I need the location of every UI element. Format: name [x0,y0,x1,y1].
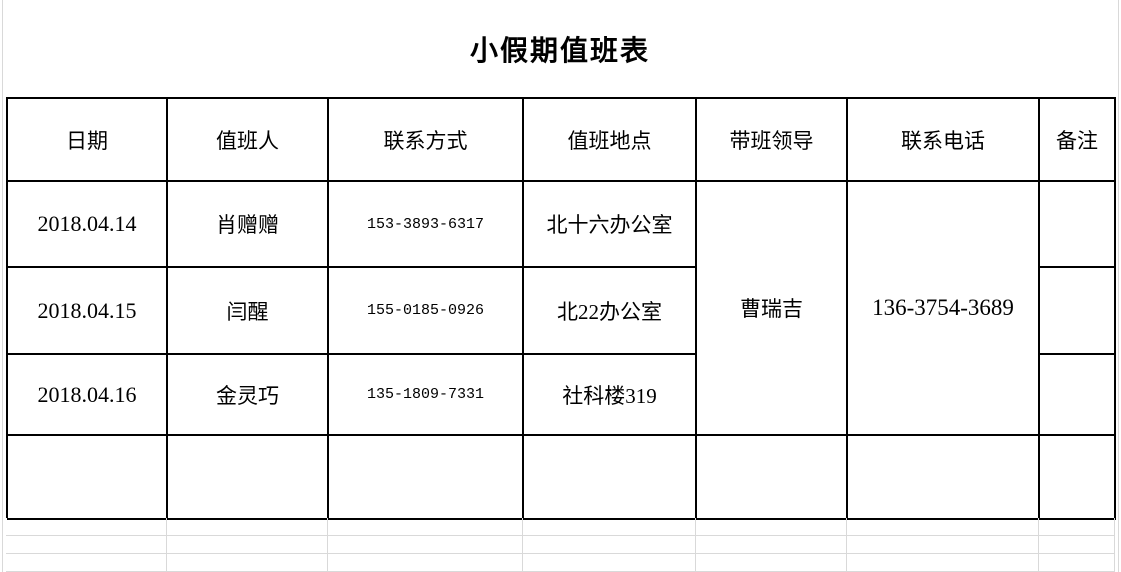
header-leader[interactable]: 带班领导 [695,97,848,182]
cell-contact[interactable] [327,434,524,520]
cell-remark[interactable] [1038,434,1116,520]
header-row: 日期 值班人 联系方式 值班地点 带班领导 联系电话 备注 [6,97,1116,182]
ghost-cell[interactable] [6,535,167,554]
cell-date[interactable]: 2018.04.16 [6,353,168,436]
ghost-cell[interactable] [695,535,847,554]
page-gridline-right [1118,0,1119,572]
ghost-cell[interactable] [846,535,1039,554]
cell-contact[interactable]: 153-3893-6317 [327,180,524,268]
ghost-cell[interactable] [522,535,696,554]
ghost-cell[interactable] [1038,518,1115,536]
ghost-cell[interactable] [1038,553,1115,572]
ghost-cell[interactable] [166,553,328,572]
cell-location[interactable] [522,434,697,520]
cell-location[interactable]: 社科楼319 [522,353,697,436]
cell-contact[interactable]: 155-0185-0926 [327,266,524,355]
cell-leader-phone-merged[interactable]: 136-3754-3689 [846,180,1040,436]
table-row-empty [6,434,1116,520]
cell-location[interactable]: 北22办公室 [522,266,697,355]
ghost-cell[interactable] [695,553,847,572]
cell-phone[interactable] [846,434,1040,520]
cell-leader-merged[interactable]: 曹瑞吉 [695,180,848,436]
cell-contact[interactable]: 135-1809-7331 [327,353,524,436]
ghost-cell[interactable] [1038,535,1115,554]
empty-spreadsheet-grid [6,518,1115,572]
ghost-cell[interactable] [846,553,1039,572]
cell-person[interactable]: 肖赠赠 [166,180,329,268]
header-date[interactable]: 日期 [6,97,168,182]
cell-leader[interactable] [695,434,848,520]
ghost-cell[interactable] [166,518,328,536]
cell-person[interactable]: 金灵巧 [166,353,329,436]
ghost-row [6,518,1115,536]
cell-remark[interactable] [1038,180,1116,268]
ghost-cell[interactable] [522,553,696,572]
ghost-cell[interactable] [327,553,523,572]
ghost-cell[interactable] [522,518,696,536]
table-row: 2018.04.16 金灵巧 135-1809-7331 社科楼319 [6,353,1116,436]
cell-date[interactable]: 2018.04.15 [6,266,168,355]
page-gridline-left [2,0,3,572]
table-row: 2018.04.15 闫醒 155-0185-0926 北22办公室 [6,266,1116,355]
ghost-cell[interactable] [327,518,523,536]
cell-date[interactable]: 2018.04.14 [6,180,168,268]
header-remark[interactable]: 备注 [1038,97,1116,182]
ghost-cell[interactable] [327,535,523,554]
cell-date[interactable] [6,434,168,520]
page-title[interactable]: 小假期值班表 [469,36,650,67]
ghost-cell[interactable] [166,535,328,554]
ghost-cell[interactable] [6,553,167,572]
cell-location[interactable]: 北十六办公室 [522,180,697,268]
cell-person[interactable] [166,434,329,520]
ghost-cell[interactable] [846,518,1039,536]
cell-person[interactable]: 闫醒 [166,266,329,355]
ghost-cell[interactable] [695,518,847,536]
duty-roster-table: 日期 值班人 联系方式 值班地点 带班领导 联系电话 备注 2018.04.14… [6,97,1116,520]
cell-remark[interactable] [1038,266,1116,355]
table-row: 2018.04.14 肖赠赠 153-3893-6317 北十六办公室 曹瑞吉 … [6,180,1116,436]
header-location[interactable]: 值班地点 [522,97,697,182]
header-contact[interactable]: 联系方式 [327,97,524,182]
ghost-row [6,553,1115,572]
ghost-row [6,535,1115,554]
header-leader-phone[interactable]: 联系电话 [846,97,1040,182]
header-person[interactable]: 值班人 [166,97,329,182]
ghost-cell[interactable] [6,518,167,536]
cell-remark[interactable] [1038,353,1116,436]
